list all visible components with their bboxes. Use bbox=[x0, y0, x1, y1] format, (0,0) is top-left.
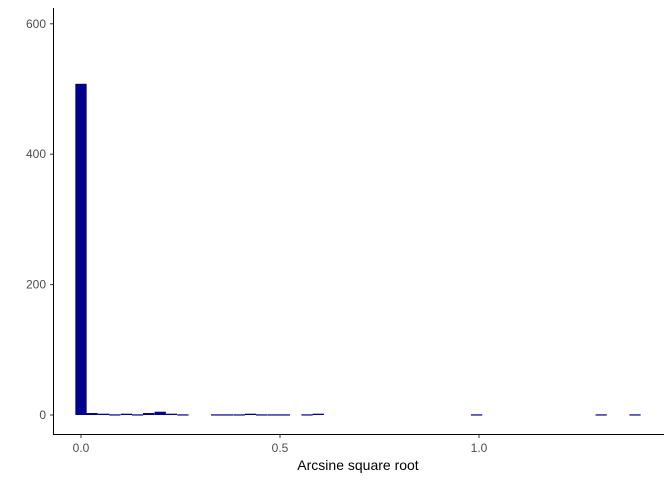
histogram-bar bbox=[98, 413, 110, 415]
y-axis-ticks: 0 200 400 600 bbox=[26, 17, 53, 422]
histogram-bar bbox=[143, 413, 155, 415]
histogram-bar bbox=[301, 414, 313, 416]
x-axis-title: Arcsine square root bbox=[297, 457, 419, 473]
histogram-bar bbox=[222, 414, 234, 416]
histogram-bar bbox=[177, 414, 189, 416]
histogram-bar bbox=[86, 413, 98, 415]
histogram-bar bbox=[312, 413, 324, 415]
x-axis-ticks: 0.0 0.5 1.0 bbox=[73, 435, 488, 455]
x-tick-label: 1.0 bbox=[471, 441, 488, 455]
bars-group bbox=[75, 83, 641, 416]
histogram-bar bbox=[595, 414, 607, 416]
histogram-bar bbox=[154, 411, 166, 415]
histogram-bar bbox=[267, 414, 279, 416]
y-tick-label: 400 bbox=[26, 147, 46, 161]
y-tick-label: 200 bbox=[26, 278, 46, 292]
histogram-bar bbox=[120, 413, 133, 415]
histogram-bar bbox=[278, 414, 291, 416]
histogram-bar bbox=[470, 414, 483, 416]
histogram-bar bbox=[131, 414, 144, 416]
histogram-bar bbox=[211, 414, 223, 416]
x-tick-label: 0.5 bbox=[272, 441, 289, 455]
histogram-bar bbox=[109, 414, 121, 416]
histogram-bar bbox=[165, 413, 177, 415]
y-tick-label: 0 bbox=[39, 408, 46, 422]
histogram-bar bbox=[75, 83, 87, 415]
histogram-bar bbox=[244, 413, 257, 415]
histogram-bar bbox=[629, 414, 641, 416]
x-tick-label: 0.0 bbox=[73, 441, 90, 455]
histogram-bar bbox=[256, 414, 268, 416]
histogram-bar bbox=[233, 414, 246, 416]
y-tick-label: 600 bbox=[26, 17, 46, 31]
